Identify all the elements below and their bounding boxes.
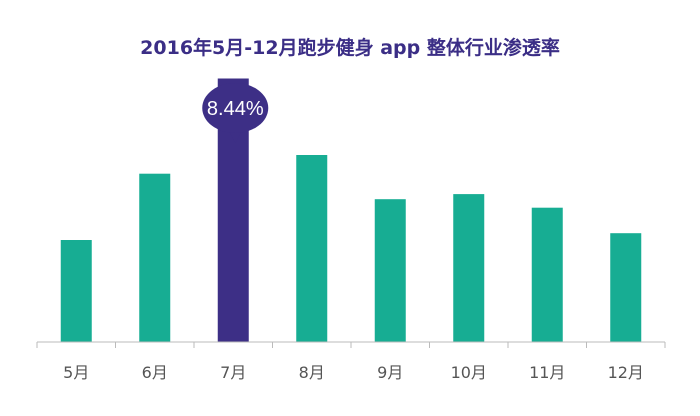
bar-12月 bbox=[610, 233, 642, 342]
callout-bubble bbox=[202, 83, 269, 133]
callout-pointer bbox=[228, 130, 243, 143]
x-tick-label: 8月 bbox=[299, 363, 325, 382]
x-tick-label: 9月 bbox=[377, 363, 403, 382]
bar-10月 bbox=[453, 194, 485, 342]
x-axis-labels: 5月 6月 7月 8月 9月 10月 11月 12月 bbox=[63, 363, 644, 382]
x-tick-label: 12月 bbox=[608, 363, 644, 382]
x-tick-label: 6月 bbox=[142, 363, 168, 382]
x-tick-label: 11月 bbox=[529, 363, 565, 382]
x-tick-label: 10月 bbox=[451, 363, 487, 382]
highlight-callout: 8.44% bbox=[202, 83, 269, 143]
bar-9月 bbox=[374, 199, 406, 342]
x-tick-label: 5月 bbox=[63, 363, 89, 382]
bars-group bbox=[60, 78, 642, 342]
bar-11月 bbox=[531, 207, 563, 342]
bar-8月 bbox=[296, 155, 328, 342]
chart-title: 2016年5月-12月跑步健身 app 整体行业渗透率 bbox=[140, 36, 560, 59]
x-tick-label: 7月 bbox=[220, 363, 246, 382]
callout-value-label: 8.44% bbox=[207, 98, 264, 120]
x-axis-ticks bbox=[36, 342, 666, 348]
bar-6月 bbox=[139, 173, 171, 342]
bar-5月 bbox=[60, 240, 92, 342]
